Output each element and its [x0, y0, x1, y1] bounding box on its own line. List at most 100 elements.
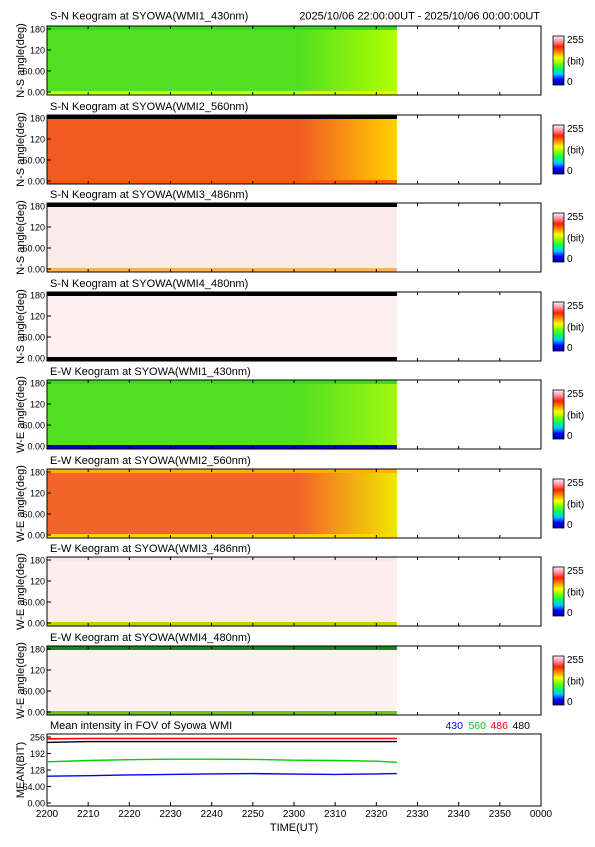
y-tick-label: 180	[30, 202, 45, 212]
y-tick-label: 0.00	[27, 799, 45, 809]
heatmap-image	[47, 557, 397, 626]
x-tick-label: 2310	[324, 809, 347, 820]
header-title: S-N Keogram at SYOWA(WMI1_430nm)	[50, 11, 248, 23]
y-axis-label: W-E angle(deg)	[15, 642, 27, 719]
heatmap-top-band	[47, 292, 397, 296]
y-tick-label: 120	[30, 223, 45, 233]
y-tick-label: 120	[30, 46, 45, 56]
heatmap-bottom-band	[47, 91, 397, 95]
panel-title: E-W Keogram at SYOWA(WMI1_430nm)	[50, 366, 251, 378]
colorbar	[553, 390, 564, 439]
heatmap-top-band	[47, 203, 397, 207]
y-axis-label: W-E angle(deg)	[15, 553, 27, 630]
colorbar-unit-label: (bit)	[567, 146, 584, 157]
y-tick-label: 0.00	[27, 354, 45, 364]
x-tick-label: 2300	[283, 809, 306, 820]
x-tick-label: 2220	[118, 809, 141, 820]
y-axis-label: W-E angle(deg)	[15, 376, 27, 453]
heatmap-top-band	[47, 115, 397, 119]
heatmap-image	[47, 646, 397, 715]
panel-title: E-W Keogram at SYOWA(WMI4_480nm)	[50, 632, 251, 644]
colorbar-min-label: 0	[567, 697, 573, 708]
colorbar	[553, 36, 564, 85]
y-tick-label: 0.00	[27, 88, 45, 98]
heatmap-bottom-band	[47, 534, 397, 538]
panel-title: S-N Keogram at SYOWA(WMI4_480nm)	[50, 278, 248, 290]
heatmap-bottom-band	[47, 357, 397, 361]
colorbar-min-label: 0	[567, 77, 573, 88]
colorbar-unit-label: (bit)	[567, 677, 584, 688]
heatmap-top-band	[47, 469, 397, 473]
keogram-panel: S-N Keogram at SYOWA(WMI3_486nm)18012060…	[15, 189, 584, 275]
colorbar	[553, 479, 564, 528]
heatmap-bottom-band	[47, 268, 397, 272]
colorbar-unit-label: (bit)	[567, 500, 584, 511]
heatmap-bottom-band	[47, 622, 397, 626]
y-tick-label: 180	[30, 379, 45, 389]
colorbar-max-label: 255	[567, 566, 584, 577]
colorbar-max-label: 255	[567, 389, 584, 400]
keogram-panel: S-N Keogram at SYOWA(WMI4_480nm)18012060…	[15, 278, 584, 364]
legend-entry: 430	[445, 720, 463, 732]
keogram-panel: E-W Keogram at SYOWA(WMI3_486nm)18012060…	[15, 543, 584, 630]
y-tick-label: 120	[30, 312, 45, 322]
y-axis-label: N-S angle(deg)	[15, 23, 27, 98]
colorbar-min-label: 0	[567, 608, 573, 619]
y-tick-label: 0.00	[27, 442, 45, 452]
heatmap-image	[47, 380, 397, 449]
legend-entry: 486	[490, 720, 508, 732]
x-tick-label: 2240	[201, 809, 224, 820]
colorbar-max-label: 255	[567, 301, 584, 312]
x-tick-label: 2250	[242, 809, 265, 820]
y-tick-label: 0.00	[27, 265, 45, 275]
colorbar-max-label: 255	[567, 35, 584, 46]
heatmap-image	[47, 115, 397, 184]
y-tick-label: 180	[30, 25, 45, 35]
x-tick-label: 2230	[159, 809, 182, 820]
x-tick-label: 2350	[489, 809, 512, 820]
heatmap-image	[47, 203, 397, 272]
y-tick-label: 180	[30, 556, 45, 566]
line-chart-frame	[47, 734, 541, 806]
x-tick-label: 2340	[448, 809, 471, 820]
heatmap-image	[47, 26, 397, 95]
y-axis-label: N-S angle(deg)	[15, 289, 27, 364]
y-axis-label: N-S angle(deg)	[15, 200, 27, 275]
colorbar	[553, 567, 564, 616]
y-tick-label: 180	[30, 468, 45, 478]
colorbar-unit-label: (bit)	[567, 57, 584, 68]
colorbar	[553, 213, 564, 262]
y-tick-label: 128	[30, 766, 45, 776]
panel-title: S-N Keogram at SYOWA(WMI2_560nm)	[50, 101, 248, 113]
y-tick-label: 192	[30, 749, 45, 759]
y-tick-label: 180	[30, 114, 45, 124]
line-chart-title: Mean intensity in FOV of Syowa WMI	[50, 720, 232, 732]
keogram-panel: S-N Keogram at SYOWA(WMI2_560nm)18012060…	[15, 101, 584, 187]
series-line-480	[47, 742, 397, 743]
y-tick-label: 0.00	[27, 177, 45, 187]
y-tick-label: 0.00	[27, 619, 45, 629]
y-tick-label: 0.00	[27, 531, 45, 541]
heatmap-image	[47, 292, 397, 361]
panel-title: E-W Keogram at SYOWA(WMI3_486nm)	[50, 543, 251, 555]
legend-entry: 480	[512, 720, 530, 732]
x-tick-label: 2330	[406, 809, 429, 820]
x-tick-label: 2200	[36, 809, 59, 820]
heatmap-top-band	[47, 380, 397, 384]
colorbar-max-label: 255	[567, 655, 584, 666]
keogram-panel: E-W Keogram at SYOWA(WMI2_560nm)18012060…	[15, 455, 584, 542]
x-tick-label: 2210	[77, 809, 100, 820]
y-tick-label: 120	[30, 489, 45, 499]
y-tick-label: 180	[30, 645, 45, 655]
heatmap-image	[47, 469, 397, 538]
colorbar-unit-label: (bit)	[567, 323, 584, 334]
y-tick-label: 120	[30, 577, 45, 587]
colorbar-max-label: 255	[567, 478, 584, 489]
y-tick-label: 120	[30, 666, 45, 676]
y-tick-label: 180	[30, 291, 45, 301]
colorbar-min-label: 0	[567, 254, 573, 265]
x-tick-label: 2320	[365, 809, 388, 820]
colorbar-min-label: 0	[567, 431, 573, 442]
y-axis-label: W-E angle(deg)	[15, 465, 27, 542]
